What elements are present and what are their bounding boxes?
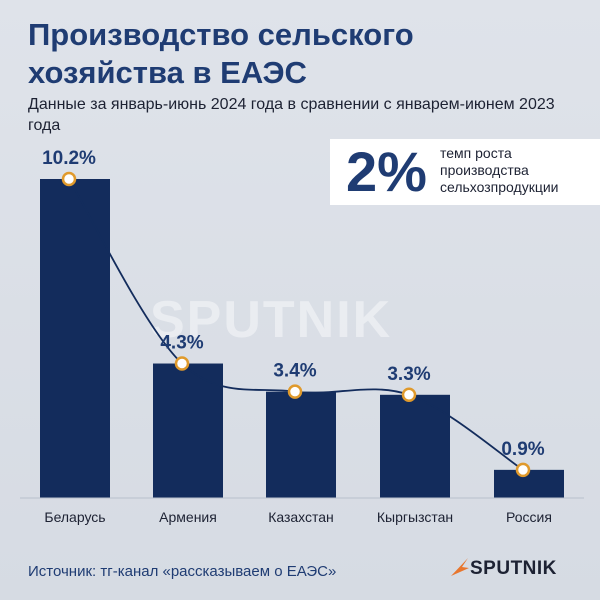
category-label-4: Кыргызстан xyxy=(377,509,453,525)
bar-4 xyxy=(380,394,450,498)
trend-line xyxy=(68,178,524,471)
bar-3 xyxy=(266,391,336,498)
bar-marker-2 xyxy=(174,356,190,371)
category-label-5: Россия xyxy=(506,509,552,525)
bar-marker-3 xyxy=(287,384,303,399)
value-label-5: 0.9% xyxy=(501,439,544,460)
bar-1 xyxy=(40,179,110,498)
category-label-3: Казахстан xyxy=(268,509,334,525)
category-label-1: Беларусь xyxy=(44,509,105,525)
bar-marker-4 xyxy=(401,387,417,403)
value-label-3: 3.4% xyxy=(273,361,316,382)
value-label-4: 3.3% xyxy=(387,364,430,385)
sputnik-arrow-icon xyxy=(451,558,469,576)
watermark-logo: SPUTNIK xyxy=(150,291,393,349)
kpi-value: 2% xyxy=(346,140,427,203)
value-label-2: 4.3% xyxy=(160,333,203,354)
bar-5 xyxy=(494,469,564,498)
brand-logo: SPUTNIK xyxy=(470,558,557,579)
bar-2 xyxy=(153,363,223,498)
bar-marker-5 xyxy=(515,462,531,478)
page-title: Производство сельского хозяйства в ЕАЭС xyxy=(28,17,414,90)
page-subtitle: Данные за январь-июнь 2024 года в сравне… xyxy=(28,96,555,134)
bar-marker-1 xyxy=(61,171,77,187)
source-note: Источник: тг-канал «рассказываем о ЕАЭС» xyxy=(28,563,337,580)
value-label-1: 10.2% xyxy=(42,148,96,169)
kpi-label: темп роста производства сельхозпродукции xyxy=(440,145,559,195)
category-label-2: Армения xyxy=(159,509,217,525)
kpi-box: 2% темп роста производства сельхозпродук… xyxy=(330,139,600,205)
